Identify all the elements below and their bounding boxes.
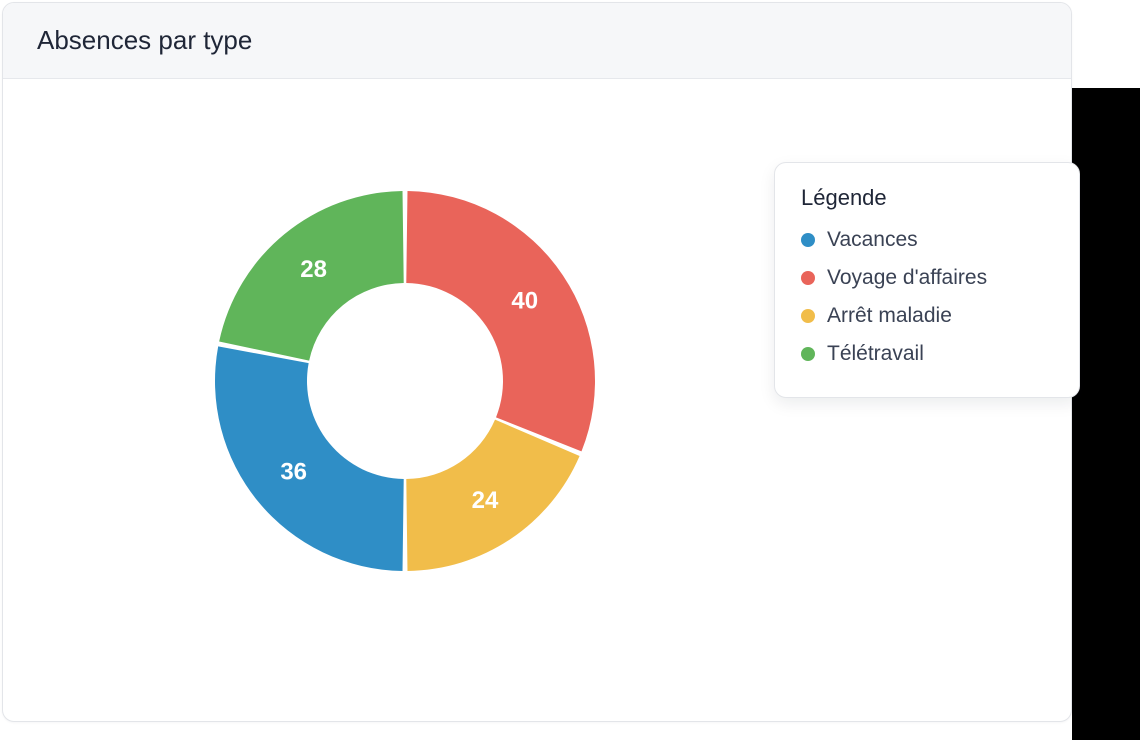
donut-slice-value: 24 [472,487,499,514]
legend-dot-icon [801,271,815,285]
legend-item: Télétravail [801,335,1053,373]
card-title: Absences par type [37,25,252,56]
donut-slice [215,346,404,571]
card-header: Absences par type [3,3,1071,79]
donut-slice-value: 40 [511,287,538,314]
legend-card: Légende VacancesVoyage d'affairesArrêt m… [774,162,1080,398]
legend-item-label: Vacances [827,221,918,259]
legend-title: Légende [801,185,1053,211]
legend-item-label: Arrêt maladie [827,297,952,335]
legend-item: Voyage d'affaires [801,259,1053,297]
black-backdrop-strip [1072,88,1140,740]
legend-item: Vacances [801,221,1053,259]
donut-slice-value: 36 [280,459,307,486]
donut-slice [406,191,595,451]
donut-chart: 40 24 36 28 [205,181,605,581]
legend-items: VacancesVoyage d'affairesArrêt maladieTé… [801,221,1053,373]
legend-dot-icon [801,347,815,361]
stage: Absences par type 40 24 36 28 Légende Vacan… [0,0,1140,740]
legend-item-label: Télétravail [827,335,924,373]
legend-dot-icon [801,309,815,323]
donut-slice-value: 28 [300,256,327,283]
legend-dot-icon [801,233,815,247]
legend-item: Arrêt maladie [801,297,1053,335]
legend-item-label: Voyage d'affaires [827,259,987,297]
donut-svg: 40 24 36 28 [205,181,605,581]
